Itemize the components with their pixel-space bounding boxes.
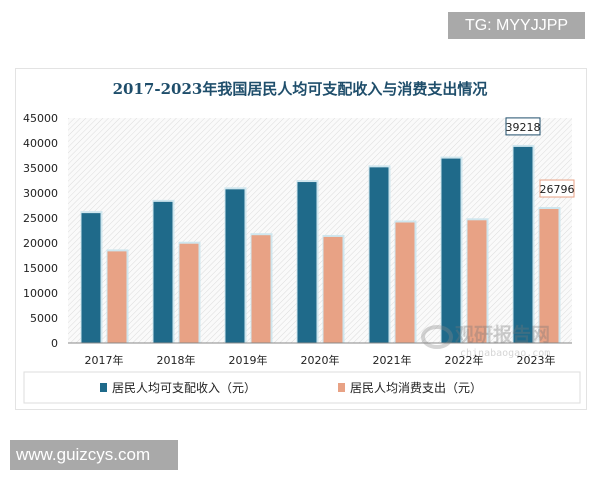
- y-tick-label: 5000: [30, 312, 58, 325]
- x-tick-label: 2020年: [301, 353, 340, 367]
- y-tick-label: 35000: [23, 162, 58, 175]
- legend-box: [23, 371, 581, 404]
- data-label-box: [539, 179, 575, 198]
- y-tick-label: 10000: [23, 287, 58, 300]
- y-tick-label: 20000: [23, 237, 58, 250]
- bar-income: [81, 213, 101, 343]
- x-tick-label: 2019年: [229, 353, 268, 367]
- x-tick-label: 2021年: [373, 353, 412, 367]
- bar-income: [225, 189, 245, 343]
- watermark-top: TG: MYYJJPP: [448, 12, 585, 39]
- y-tick-label: 30000: [23, 187, 58, 200]
- x-tick-label: 2018年: [157, 353, 196, 367]
- chart-frame: [15, 68, 587, 410]
- x-tick-label: 2023年: [517, 353, 556, 367]
- bar-income: [297, 182, 317, 343]
- y-tick-label: 0: [51, 337, 58, 350]
- y-tick-label: 25000: [23, 212, 58, 225]
- data-label-box: [505, 117, 541, 136]
- watermark-logo-text: 观研报告网: [455, 323, 550, 346]
- bar-consumption: [539, 209, 559, 343]
- watermark-logo-url: chinabaogao.com: [460, 348, 550, 359]
- x-tick-label: 2022年: [445, 353, 484, 367]
- watermark-logo: 观研报告网 chinabaogao.com: [421, 323, 550, 359]
- x-tick-label: 2017年: [85, 353, 124, 367]
- y-tick-label: 45000: [23, 112, 58, 125]
- legend-label: 居民人均消费支出（元）: [350, 381, 482, 395]
- bar-income: [369, 167, 389, 343]
- legend-swatch: [100, 383, 107, 392]
- bar-income: [153, 201, 173, 343]
- watermark-bottom: www.guizcys.com: [10, 440, 178, 470]
- bar-income: [441, 158, 461, 343]
- bar-consumption: [179, 243, 199, 343]
- bar-consumption: [251, 235, 271, 343]
- plot-area: [68, 118, 572, 343]
- logo-icon: [421, 325, 453, 349]
- y-tick-label: 40000: [23, 137, 58, 150]
- legend-label: 居民人均可支配收入（元）: [112, 381, 256, 395]
- data-label: 39218: [506, 121, 541, 134]
- data-label: 26796: [540, 183, 575, 196]
- bar-consumption: [107, 251, 127, 343]
- bar-consumption: [467, 220, 487, 343]
- legend-swatch: [338, 383, 345, 392]
- bar-income: [513, 146, 533, 343]
- y-tick-label: 15000: [23, 262, 58, 275]
- chart-title: 2017-2023年我国居民人均可支配收入与消费支出情况: [113, 80, 488, 98]
- bar-consumption: [395, 222, 415, 343]
- bar-consumption: [323, 236, 343, 343]
